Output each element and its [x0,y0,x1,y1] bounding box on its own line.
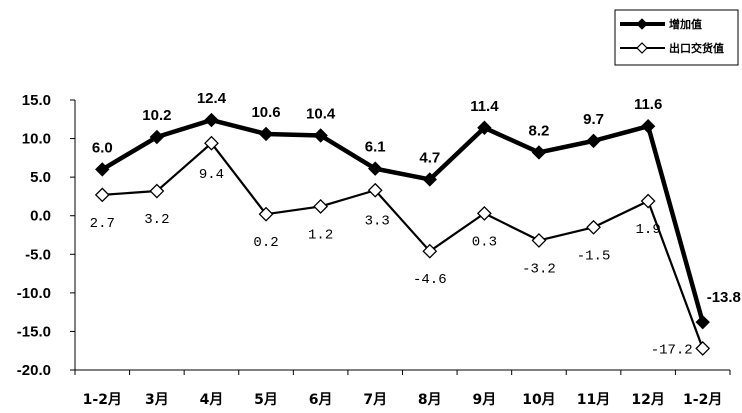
x-tick-label: 9月 [473,392,497,408]
data-point-series-2 [94,187,110,203]
data-label-series-1: 11.4 [470,98,499,115]
data-label-series-2: -1.5 [577,248,611,264]
legend-box [614,9,739,66]
data-label-series-1: 12.4 [197,90,227,107]
axes [74,100,730,371]
x-tick-label: 5月 [254,392,278,408]
data-point-series-2 [640,193,656,209]
legend: 增加值 出口交货值 [614,9,739,66]
x-tick-label: 11月 [577,392,610,408]
data-label-series-1: 10.4 [306,105,336,122]
data-point-series-2 [695,340,711,356]
data-label-series-2: 9.4 [199,167,224,183]
legend-label-series-2: 出口交货值 [669,41,724,55]
y-tick-label: 0.0 [30,208,51,225]
x-tick-label: 3月 [145,392,169,408]
data-label-series-2: 2.7 [90,216,115,232]
data-labels: 6.0 10.2 12.4 10.6 10.4 6.1 4.7 11.4 8.2 9.7 11.6 -… [90,90,741,358]
legend-marker-series-2 [636,42,648,54]
y-tick-label: -20.0 [17,362,51,379]
series-points [94,112,711,356]
data-point-series-1 [422,172,437,187]
y-tick-label: 5.0 [30,169,51,186]
data-point-series-1 [258,126,274,142]
data-point-series-2 [531,232,547,248]
data-label-series-2: 1.2 [308,227,333,243]
data-point-series-1 [204,112,219,128]
x-tick-label: 10月 [522,392,555,408]
data-label-series-2: 0.2 [253,235,278,251]
data-point-series-1 [586,133,601,149]
data-label-series-1: 10.2 [142,107,171,124]
data-point-series-2 [258,206,274,222]
x-axis-ticks: 1-2月 3月 4月 5月 6月 7月 8月 9月 10月 11月 12月 1-2月 [74,370,731,408]
data-label-series-2: 1.9 [636,222,661,238]
data-point-series-2 [422,243,438,259]
data-point-series-1 [695,314,710,330]
series-lines [101,117,705,349]
x-tick-label: 1-2月 [683,392,722,408]
series-line-1 [101,117,705,323]
data-point-series-2 [367,182,383,198]
data-point-series-2 [476,205,492,221]
x-tick-label: 7月 [363,392,387,408]
x-tick-label: 4月 [200,392,224,408]
data-label-series-1: 6.1 [365,139,386,156]
data-point-series-1 [149,129,165,145]
data-label-series-2: -17.2 [651,342,693,358]
x-tick-label: 1-2月 [83,392,122,408]
data-point-series-1 [477,120,492,135]
y-tick-label: 15.0 [22,92,51,109]
data-label-series-1: -13.8 [707,289,741,306]
data-label-series-1: 6.0 [92,139,113,156]
data-label-series-2: 3.2 [144,212,169,228]
series-line-2 [102,142,704,349]
data-point-series-1 [368,161,383,176]
data-label-series-1: 4.7 [419,149,440,166]
data-point-series-2 [149,183,165,199]
data-point-series-1 [95,162,110,177]
data-label-series-2: -4.6 [413,272,447,288]
data-point-series-1 [640,119,656,134]
data-label-series-1: 10.6 [251,104,280,121]
y-tick-label: 10.0 [22,131,51,148]
y-tick-label: -5.0 [25,246,51,263]
legend-label-series-1: 增加值 [669,17,702,31]
x-tick-label: 8月 [418,392,442,408]
y-axis-ticks: 15.0 10.0 5.0 0.0 -5.0 -10.0 -15.0 -20.0 [17,92,75,379]
data-point-series-2 [204,135,219,151]
data-label-series-1: 8.2 [529,122,550,139]
data-point-series-2 [313,199,329,214]
data-point-series-2 [586,219,601,235]
data-label-series-2: 0.3 [472,234,497,250]
y-tick-label: -15.0 [17,323,51,340]
data-label-series-2: 3.3 [365,213,390,229]
data-label-series-1: 9.7 [583,111,604,128]
x-tick-label: 6月 [309,392,333,408]
data-label-series-2: -3.2 [522,261,556,277]
data-point-series-1 [313,128,328,143]
data-point-series-1 [531,145,547,160]
y-tick-label: -10.0 [17,285,51,302]
legend-marker-series-1 [636,18,648,30]
x-tick-label: 12月 [631,392,664,408]
data-label-series-1: 11.6 [634,96,662,113]
